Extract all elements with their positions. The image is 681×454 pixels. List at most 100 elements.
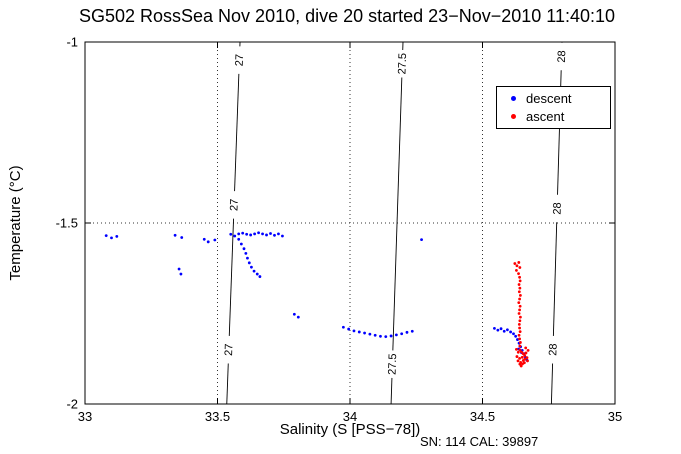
scatter-point-descent: [213, 238, 217, 242]
contour-line: [550, 363, 554, 405]
scatter-point-ascent: [515, 269, 518, 272]
scatter-point-ascent: [518, 326, 521, 330]
x-tick-label: 34: [343, 409, 357, 424]
scatter-point-descent: [202, 237, 206, 241]
contour-label: 27.5: [396, 53, 409, 75]
scatter-point-descent: [242, 247, 246, 251]
scatter-point-descent: [363, 331, 366, 335]
scatter-point-descent: [506, 328, 509, 332]
scatter-point-ascent: [519, 364, 523, 368]
scatter-point-descent: [255, 272, 259, 276]
descent-marker-icon: [511, 96, 516, 101]
legend-label-ascent: ascent: [526, 109, 565, 124]
scatter-point-descent: [241, 231, 245, 235]
scatter-point-descent: [239, 242, 243, 246]
contour-label: 28: [547, 343, 559, 356]
scatter-point-descent: [394, 333, 398, 337]
scatter-point-ascent: [517, 283, 521, 286]
scatter-point-ascent: [518, 266, 522, 269]
y-tick-label: -1.5: [56, 216, 78, 231]
scatter-point-descent: [269, 232, 272, 235]
scatter-point-descent: [246, 256, 249, 260]
plot-title: SG502 RossSea Nov 2010, dive 20 started …: [79, 6, 615, 26]
scatter-point-descent: [373, 333, 377, 337]
plot-render-layer: 27 27 27 27.5 27.5 28 28 28 33 33.5 34 34.5 35 -1 -1.5…: [56, 35, 623, 425]
scatter-point-descent: [265, 233, 268, 237]
scatter-point-ascent: [518, 297, 521, 301]
scatter-point-ascent: [518, 356, 521, 360]
scatter-point-ascent: [515, 355, 519, 358]
scatter-point-ascent: [518, 279, 522, 283]
scatter-point-ascent: [517, 261, 521, 264]
contour-line: [234, 73, 240, 192]
contour-label: 28: [556, 50, 568, 63]
scatter-point-ascent: [524, 351, 528, 355]
legend-box: descent ascent: [496, 86, 611, 129]
scatter-point-descent: [296, 315, 300, 319]
scatter-point-descent: [281, 234, 284, 238]
scatter-point-ascent: [518, 294, 522, 297]
scatter-point-descent: [110, 236, 113, 240]
scatter-point-descent: [379, 334, 382, 338]
scatter-point-ascent: [526, 359, 529, 363]
x-tick-label: 35: [608, 409, 622, 424]
y-tick-label: -1: [66, 35, 78, 50]
scatter-point-ascent: [515, 347, 518, 351]
contour-label: 27.5: [387, 353, 400, 375]
x-tick-label: 33.5: [205, 409, 230, 424]
ascent-marker-icon: [511, 114, 516, 119]
scatter-point-ascent: [518, 315, 522, 319]
scatter-point-descent: [384, 335, 388, 339]
scatter-point-descent: [389, 334, 393, 338]
contour-label: 27: [223, 343, 235, 356]
scatter-point-descent: [352, 329, 356, 333]
y-axis-label: Temperature (°C): [7, 165, 24, 280]
legend-entry-ascent: ascent: [497, 108, 610, 126]
scatter-point-descent: [509, 330, 512, 334]
scatter-point-ascent: [518, 341, 522, 344]
contour-line: [226, 363, 229, 405]
scatter-point-ascent: [517, 272, 520, 276]
scatter-point-descent: [252, 269, 256, 273]
scatter-point-descent: [341, 325, 345, 329]
scatter-point-ascent: [518, 344, 522, 348]
scatter-point-descent: [206, 240, 210, 244]
scatter-point-descent: [292, 312, 296, 316]
scatter-point-ascent: [518, 286, 522, 290]
scatter-point-descent: [233, 234, 237, 238]
scatter-point-ascent: [523, 354, 527, 357]
scatter-point-descent: [237, 237, 241, 241]
scatter-point-ascent: [517, 322, 521, 326]
scatter-point-ascent: [521, 352, 525, 356]
scatter-point-descent: [496, 328, 500, 332]
scatter-point-descent: [420, 238, 423, 242]
scatter-point-descent: [249, 233, 253, 237]
scatter-point-ascent: [522, 361, 526, 365]
contour-line: [390, 377, 393, 405]
scatter-point-descent: [253, 232, 256, 236]
scatter-point-ascent: [518, 304, 522, 308]
scatter-point-ascent: [516, 359, 520, 363]
scatter-point-descent: [516, 338, 519, 341]
scatter-point-ascent: [526, 349, 530, 352]
x-axis-label: Salinity (S [PSS−78]): [280, 421, 420, 438]
contour-line: [228, 218, 235, 336]
scatter-point-ascent: [521, 359, 525, 362]
serial-cal-text: SN: 114 CAL: 39897: [420, 434, 538, 449]
scatter-point-ascent: [517, 333, 521, 337]
contour-line: [552, 222, 558, 336]
scatter-point-ascent: [515, 264, 519, 268]
scatter-point-descent: [514, 334, 518, 338]
scatter-point-descent: [245, 232, 249, 236]
scatter-point-ascent: [518, 308, 521, 312]
y-tick-label: -2: [66, 397, 78, 412]
scatter-point-ascent: [516, 350, 520, 354]
scatter-point-descent: [502, 329, 506, 333]
scatter-point-ascent: [517, 312, 521, 315]
scatter-point-descent: [258, 275, 262, 278]
scatter-point-descent: [104, 234, 108, 238]
scatter-point-ascent: [518, 275, 521, 279]
scatter-point-descent: [499, 327, 503, 331]
